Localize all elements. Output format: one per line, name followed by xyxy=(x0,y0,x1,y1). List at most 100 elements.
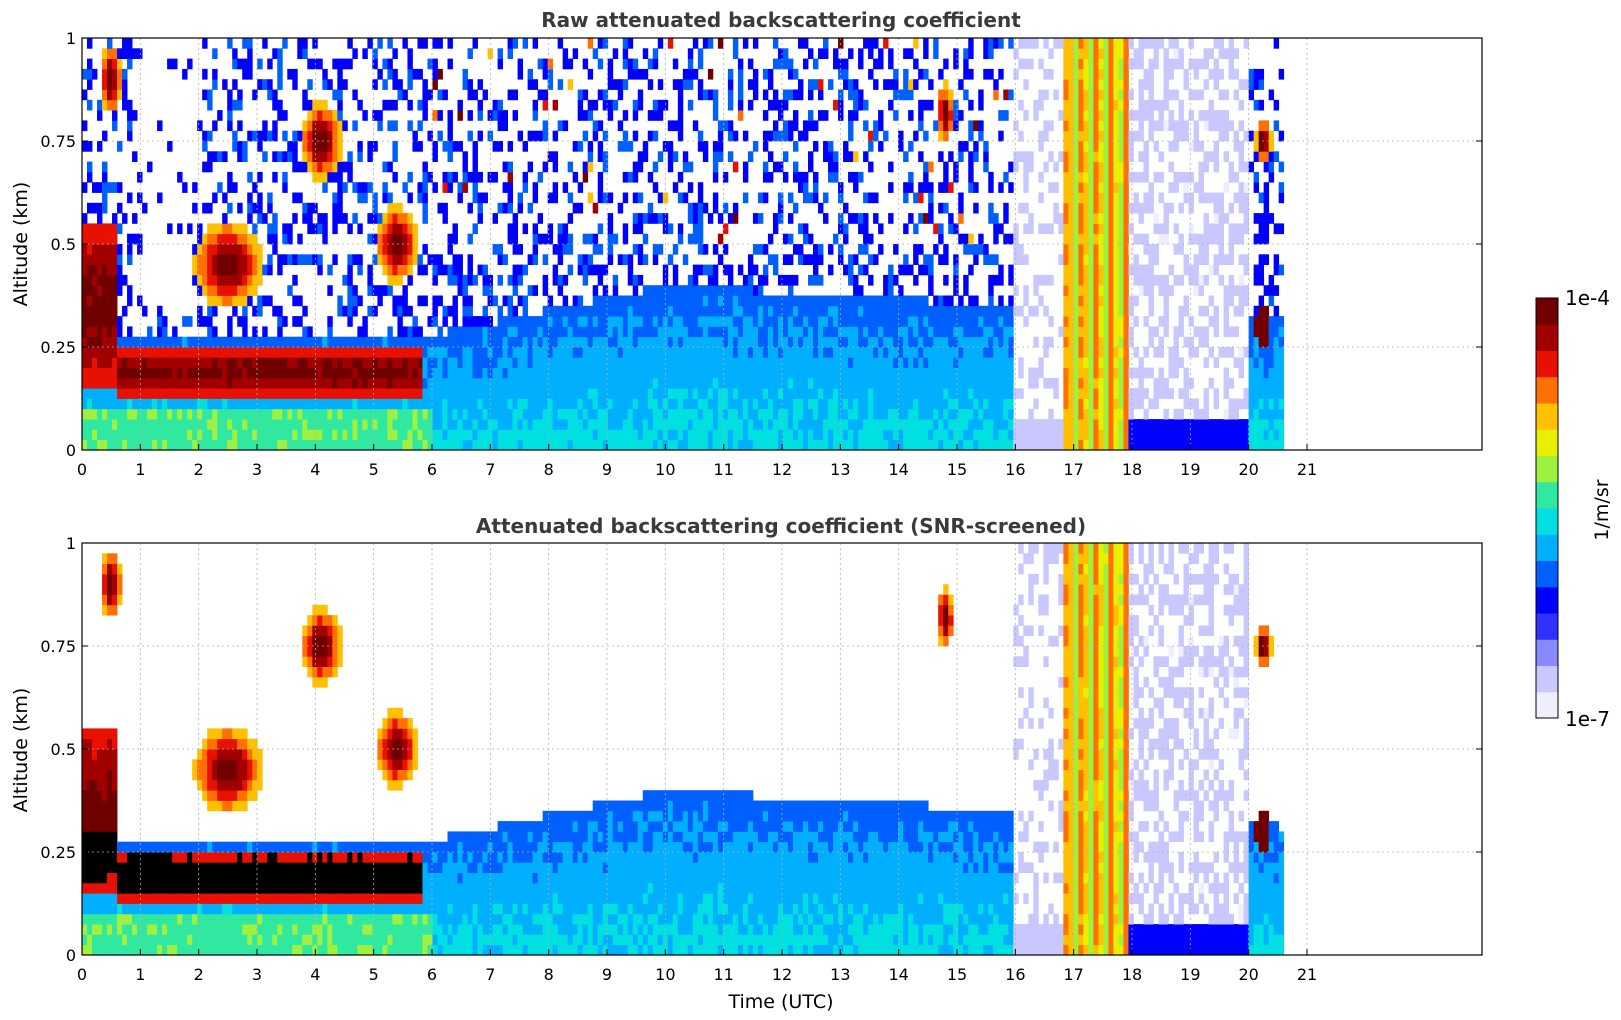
heatmap-cell xyxy=(1068,130,1074,142)
heatmap-cell xyxy=(462,326,468,338)
heatmap-cell xyxy=(1078,316,1084,327)
heatmap-cell xyxy=(112,58,118,70)
heatmap-cell xyxy=(102,336,108,348)
heatmap-cell xyxy=(157,377,163,389)
heatmap-cell xyxy=(687,429,694,441)
heatmap-cell xyxy=(943,305,949,317)
heatmap-cell xyxy=(497,141,503,152)
heatmap-cell xyxy=(978,419,984,430)
heatmap-cell xyxy=(172,408,178,420)
heatmap-cell xyxy=(382,264,388,276)
heatmap-cell xyxy=(282,182,288,193)
heatmap-cell xyxy=(592,377,599,389)
heatmap-cell xyxy=(792,68,799,80)
heatmap-cell xyxy=(1033,377,1039,389)
heatmap-cell xyxy=(903,439,909,451)
heatmap-cell xyxy=(222,336,228,348)
heatmap-cell xyxy=(843,305,849,317)
heatmap-cell xyxy=(813,439,819,451)
heatmap-cell xyxy=(732,367,739,379)
heatmap-cell xyxy=(372,408,378,420)
heatmap-cell xyxy=(1098,388,1104,399)
heatmap-cell xyxy=(622,305,629,317)
heatmap-cell xyxy=(92,244,98,255)
heatmap-cell xyxy=(888,182,894,193)
heatmap-cell xyxy=(948,223,954,235)
heatmap-cell xyxy=(207,347,213,358)
heatmap-cell xyxy=(402,285,408,296)
heatmap-cell xyxy=(532,429,539,441)
heatmap-cell xyxy=(102,202,108,214)
heatmap-cell xyxy=(938,233,944,245)
heatmap-cell xyxy=(1058,419,1064,430)
heatmap-cell xyxy=(777,110,784,121)
heatmap-cell xyxy=(1058,110,1064,121)
heatmap-cell xyxy=(432,264,438,276)
heatmap-cell xyxy=(627,171,634,183)
heatmap-cell xyxy=(622,326,629,338)
heatmap-cell xyxy=(637,388,644,399)
heatmap-cell xyxy=(367,182,373,193)
heatmap-cell xyxy=(797,316,804,327)
heatmap-cell xyxy=(417,295,423,307)
heatmap-cell xyxy=(1063,305,1069,317)
heatmap-cell xyxy=(787,254,794,265)
heatmap-cell xyxy=(727,274,734,286)
heatmap-cell xyxy=(352,408,358,420)
heatmap-cell xyxy=(1018,58,1024,70)
heatmap-cell xyxy=(227,120,233,132)
heatmap-cell xyxy=(803,130,809,142)
heatmap-cell xyxy=(212,336,218,348)
heatmap-cell xyxy=(963,439,969,451)
heatmap-cell xyxy=(332,213,338,224)
heatmap-cell xyxy=(82,429,88,441)
heatmap-cell xyxy=(292,357,298,368)
heatmap-cell xyxy=(848,89,854,101)
heatmap-cell xyxy=(973,408,979,420)
heatmap-cell xyxy=(732,326,739,338)
heatmap-cell xyxy=(422,336,428,348)
heatmap-cell xyxy=(252,377,258,389)
heatmap-cell xyxy=(292,347,298,358)
heatmap-cell xyxy=(457,419,463,430)
heatmap-cell xyxy=(252,130,258,142)
heatmap-cell xyxy=(1023,202,1029,214)
heatmap-cell xyxy=(1043,336,1049,348)
heatmap-cell xyxy=(237,336,243,348)
heatmap-cell xyxy=(632,213,639,224)
heatmap-cell xyxy=(1018,357,1024,368)
heatmap-cell xyxy=(212,398,218,410)
heatmap-cell xyxy=(873,388,879,399)
heatmap-cell xyxy=(622,171,629,183)
heatmap-cell xyxy=(1088,254,1094,265)
heatmap-cell xyxy=(382,408,388,420)
heatmap-cell xyxy=(1093,439,1099,451)
heatmap-cell xyxy=(938,305,944,317)
heatmap-cell xyxy=(1083,58,1089,70)
heatmap-cell xyxy=(818,295,824,307)
heatmap-cell xyxy=(452,357,458,368)
heatmap-cell xyxy=(547,58,554,70)
heatmap-cell xyxy=(207,429,213,441)
heatmap-cell xyxy=(357,264,363,276)
heatmap-cell xyxy=(1083,161,1089,173)
heatmap-cell xyxy=(127,295,133,307)
heatmap-cell xyxy=(507,336,513,348)
heatmap-cell xyxy=(267,295,273,307)
heatmap-cell xyxy=(1098,79,1104,90)
heatmap-cell xyxy=(1118,295,1124,307)
heatmap-cell xyxy=(717,408,724,420)
heatmap-cell xyxy=(347,171,353,183)
heatmap-cell xyxy=(657,398,664,410)
heatmap-cell xyxy=(207,285,213,296)
heatmap-cell xyxy=(87,223,93,235)
heatmap-cell xyxy=(782,171,789,183)
heatmap-cell xyxy=(277,316,283,327)
heatmap-cell xyxy=(622,192,629,204)
heatmap-cell xyxy=(617,388,624,399)
heatmap-cell xyxy=(647,347,654,358)
heatmap-cell xyxy=(642,377,649,389)
heatmap-cell xyxy=(407,305,413,317)
heatmap-cell xyxy=(853,305,859,317)
heatmap-cell xyxy=(587,408,594,420)
